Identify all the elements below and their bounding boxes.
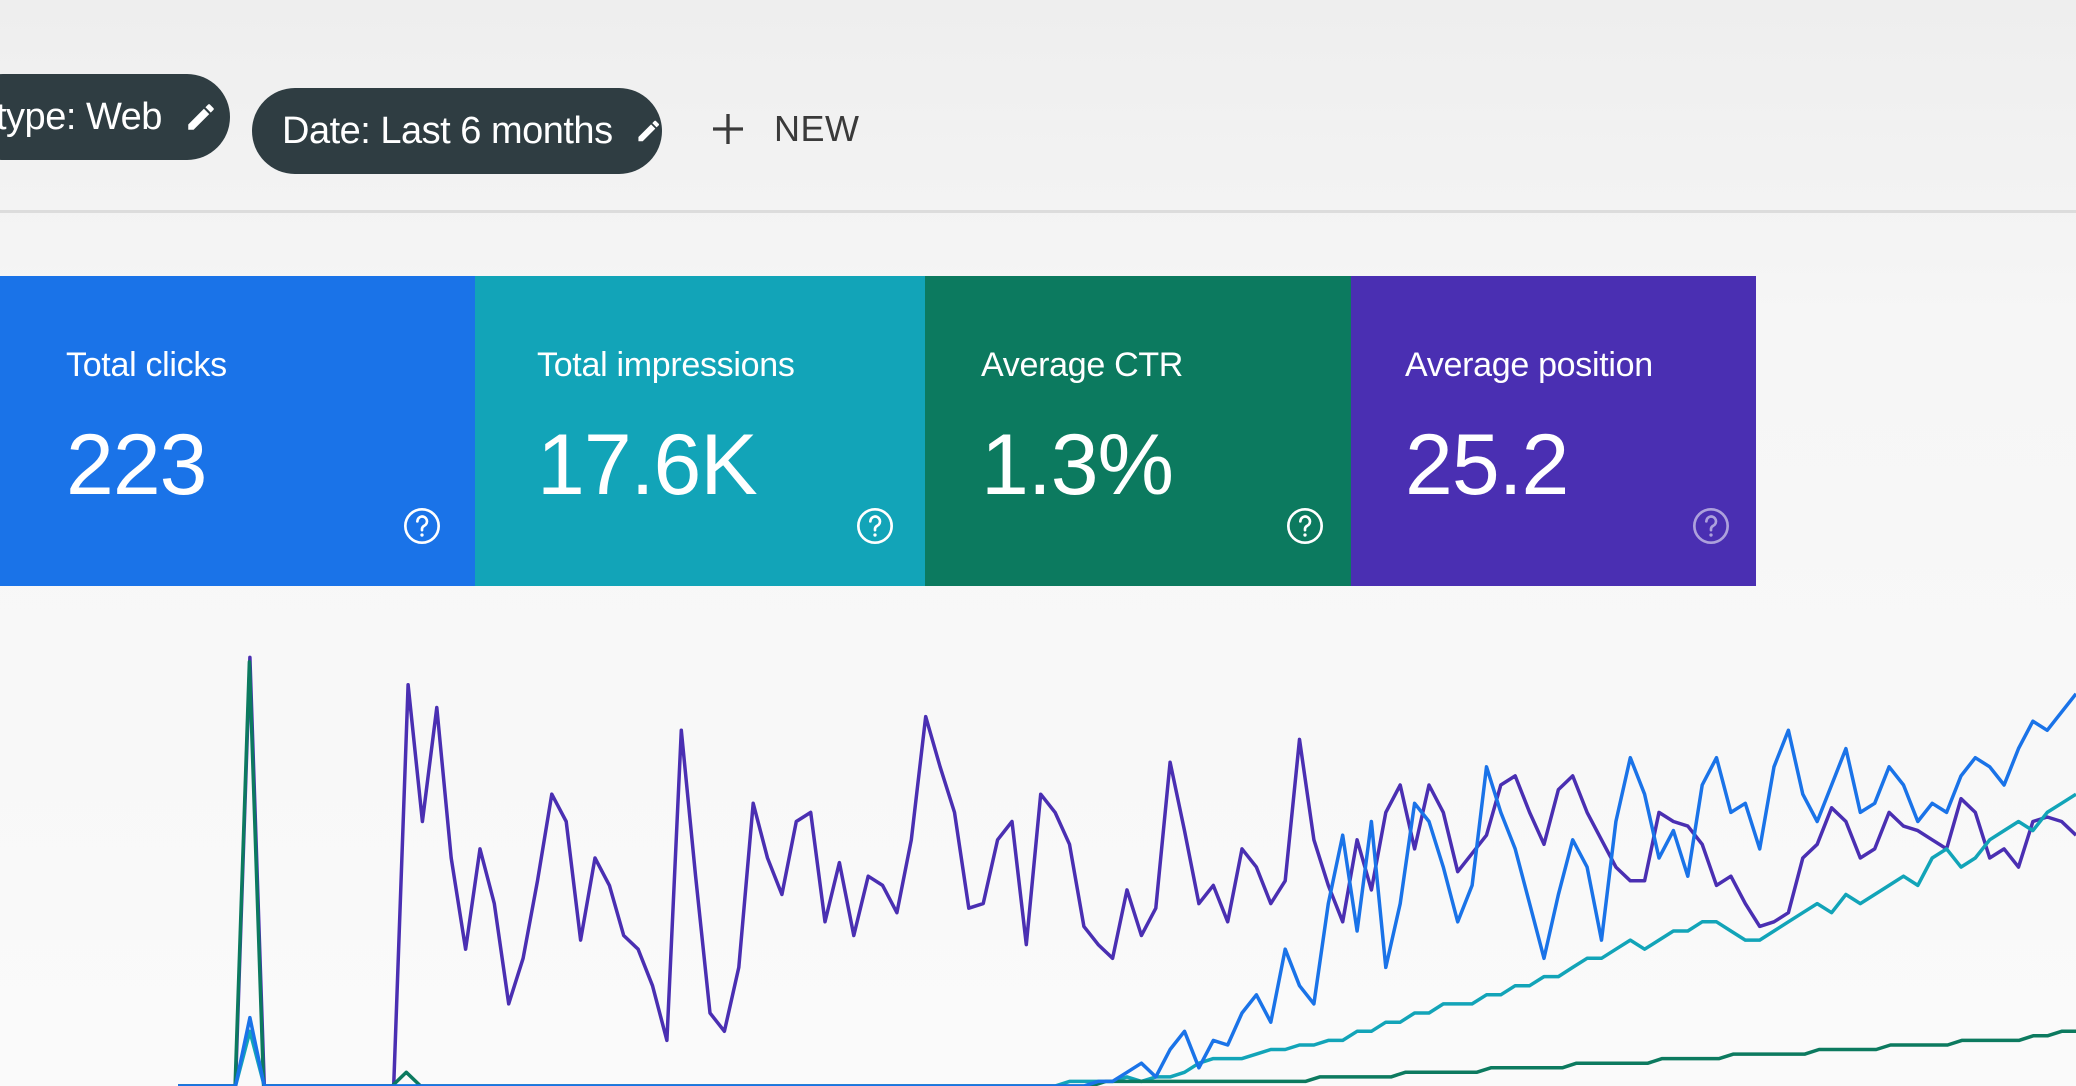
metric-card-total-impressions[interactable]: Total impressions 17.6K — [475, 276, 925, 586]
series-line-1 — [178, 792, 2076, 1086]
help-icon[interactable] — [402, 506, 442, 546]
pencil-icon[interactable] — [635, 114, 662, 148]
filter-chip-label: type: Web — [0, 95, 162, 138]
metric-title: Total impressions — [537, 346, 795, 384]
metric-value: 223 — [66, 417, 207, 513]
metric-title: Average position — [1405, 346, 1653, 384]
help-icon[interactable] — [855, 506, 895, 546]
metric-card-total-clicks[interactable]: Total clicks 223 — [0, 276, 475, 586]
metric-card-average-position[interactable]: Average position 25.2 — [1351, 276, 1756, 586]
performance-chart — [178, 655, 2076, 1086]
filter-bar: type: Web Date: Last 6 months NEW — [0, 0, 2076, 230]
metric-card-average-ctr[interactable]: Average CTR 1.3% — [925, 276, 1351, 586]
filter-chip-search-type[interactable]: type: Web — [0, 74, 230, 160]
new-filter-button[interactable]: NEW — [708, 108, 860, 150]
pencil-icon[interactable] — [184, 100, 218, 134]
series-line-2 — [178, 660, 2076, 1086]
new-filter-label: NEW — [774, 108, 860, 149]
divider — [0, 210, 2076, 213]
metric-value: 17.6K — [537, 417, 758, 513]
help-icon[interactable] — [1691, 506, 1731, 546]
metric-title: Total clicks — [66, 346, 227, 384]
series-line-3 — [178, 692, 2076, 1086]
series-line-0 — [178, 655, 2076, 1086]
filter-chip-label: Date: Last 6 months — [282, 109, 613, 152]
filter-chip-date[interactable]: Date: Last 6 months — [252, 88, 662, 174]
metric-value: 1.3% — [981, 417, 1174, 513]
metric-value: 25.2 — [1405, 417, 1569, 513]
metric-cards: Total clicks 223 Total impressions 17.6K… — [0, 276, 1760, 586]
help-icon[interactable] — [1285, 506, 1325, 546]
metric-title: Average CTR — [981, 346, 1184, 384]
plus-icon — [713, 114, 743, 144]
